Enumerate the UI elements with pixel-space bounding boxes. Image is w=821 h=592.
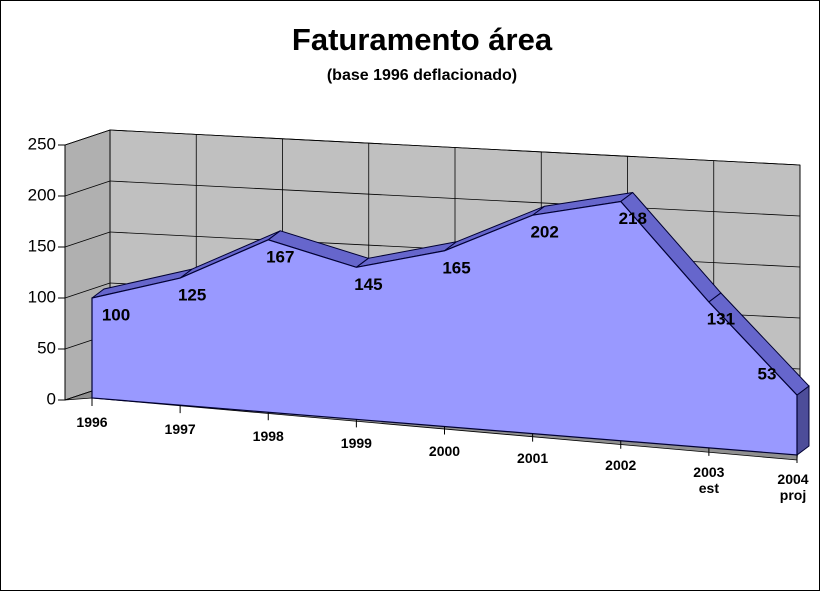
data-label: 202 [530,223,558,242]
data-label: 131 [707,309,735,328]
area [91,200,798,456]
data-label: 145 [354,275,382,294]
y-tick-label: 100 [28,287,56,306]
x-tick-label: 2001 [517,449,549,466]
x-tick-label: 2004 proj [777,471,809,503]
y-tick-label: 250 [28,134,56,153]
x-tick-label: 1998 [252,428,284,445]
y-tick-label: 150 [28,236,56,255]
y-tick-label: 50 [37,338,56,357]
grid-line [64,129,111,146]
x-tick-label: 1996 [76,414,108,430]
y-tick-label: 200 [28,185,56,204]
x-tick-label: 2003 est [693,463,725,496]
x-tick-label: 1999 [340,435,372,452]
chart-title: Faturamento área [292,22,553,57]
data-label: 167 [266,247,294,266]
x-tick-label: 2002 [605,456,637,473]
y-tick-label: 0 [47,389,56,408]
data-label: 125 [178,286,206,305]
grid-line [64,231,111,248]
chart-subtitle: (base 1996 deflacionado) [327,67,517,84]
data-label: 53 [758,365,777,384]
area-side [796,385,810,456]
x-tick-label: 1997 [164,421,196,438]
data-label: 165 [442,258,470,277]
grid-line [64,180,111,197]
grid-line [64,282,111,299]
data-label: 218 [619,209,647,228]
x-tick-label: 2000 [428,442,461,459]
data-label: 100 [102,305,130,324]
